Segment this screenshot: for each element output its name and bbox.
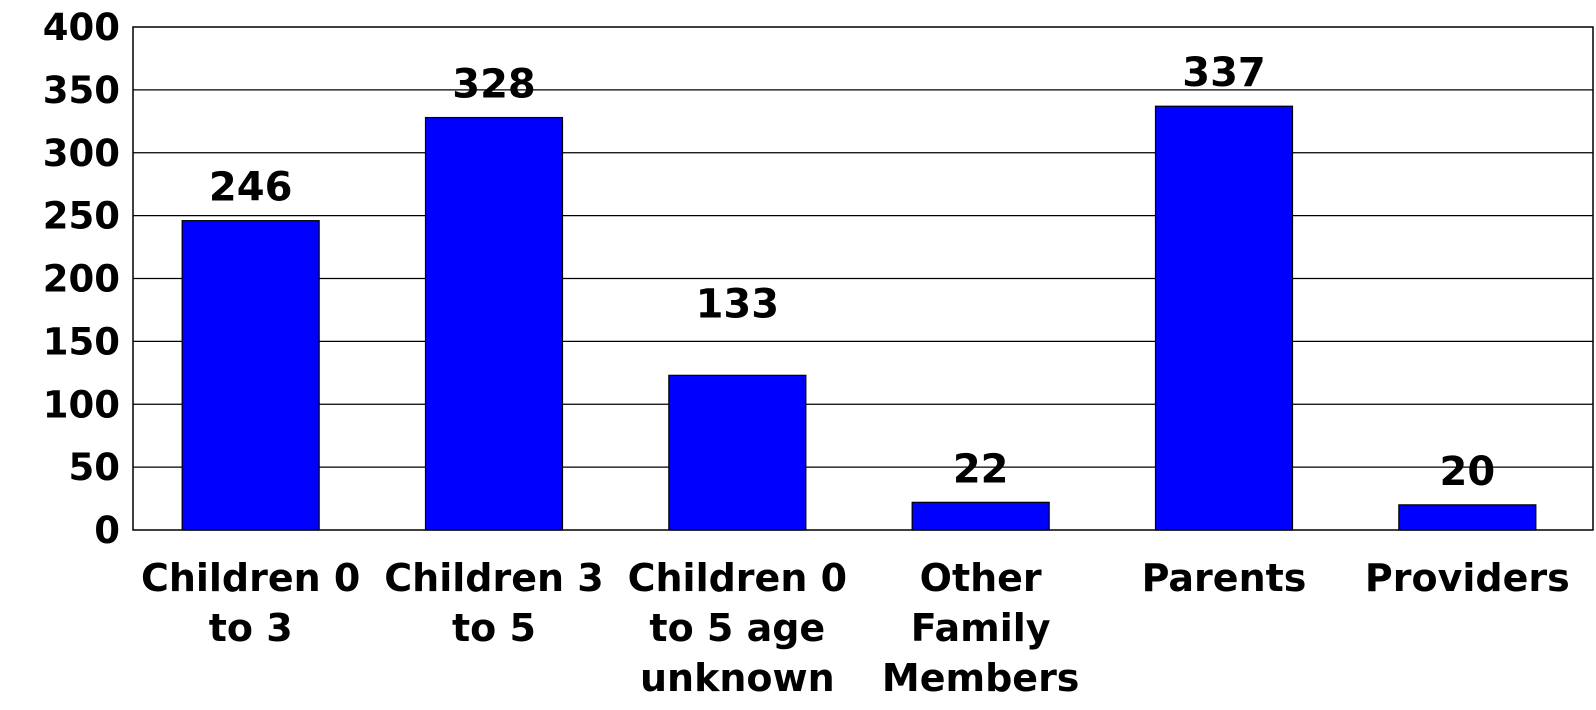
data-label: 133 — [696, 281, 780, 327]
y-tick-label: 100 — [43, 383, 120, 426]
category-label-line: to 5 — [452, 606, 536, 650]
category-label: Children 0 to 5 age unknown — [628, 556, 847, 700]
bar — [1154, 105, 1294, 531]
category-label-line: Family — [911, 606, 1051, 650]
data-label: 337 — [1182, 50, 1266, 96]
gridlines — [133, 89, 1593, 468]
category-label-line: to 5 age — [649, 606, 825, 650]
y-tick-label: 400 — [43, 6, 120, 49]
category-label: Children 0 to 3 — [141, 556, 360, 650]
bars — [181, 105, 1537, 531]
y-tick-label: 0 — [94, 509, 120, 552]
bar — [668, 374, 807, 531]
category-label-line: Parents — [1142, 556, 1307, 600]
category-label-line: unknown — [640, 656, 835, 700]
data-label: 22 — [953, 446, 1009, 492]
bar — [1398, 504, 1537, 531]
y-tick-label: 150 — [43, 320, 120, 363]
y-tick-label: 300 — [43, 132, 120, 175]
data-label: 20 — [1439, 449, 1495, 495]
y-tick-label: 50 — [69, 446, 121, 489]
bar — [424, 116, 564, 531]
category-label-line: Other — [920, 556, 1042, 600]
y-tick-label: 350 — [43, 69, 120, 112]
category-label-line: Children 0 — [141, 556, 360, 600]
y-tick-label: 200 — [43, 258, 120, 301]
category-label-line: Providers — [1365, 556, 1570, 600]
bar — [181, 220, 320, 531]
x-axis-categories: Children 0 to 3 Children 3 to 5 Children 0 to… — [141, 556, 1570, 700]
bar — [911, 501, 1050, 531]
category-label-line: Children 0 — [628, 556, 847, 600]
category-label-line: Children 3 — [384, 556, 603, 600]
y-axis-ticks: 0 50 100 150 200 250 300 350 400 — [43, 6, 120, 552]
category-label: Children 3 to 5 — [384, 556, 603, 650]
category-label-line: to 3 — [209, 606, 293, 650]
category-label: Parents — [1142, 556, 1307, 600]
data-labels: 246 328 133 22 337 20 — [209, 50, 1495, 495]
data-label: 328 — [452, 62, 536, 108]
y-tick-label: 250 — [43, 195, 120, 238]
category-label-line: Members — [882, 656, 1080, 700]
category-label: Other Family Members — [882, 556, 1080, 700]
category-label: Providers — [1365, 556, 1570, 600]
data-label: 246 — [209, 165, 293, 211]
